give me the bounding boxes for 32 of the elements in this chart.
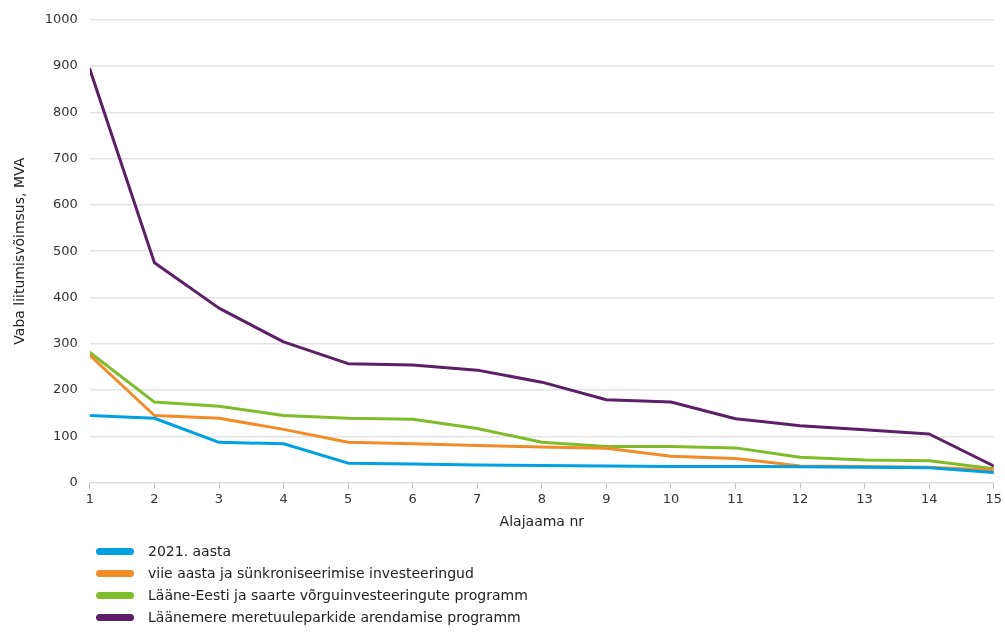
- x-tick-label: 5: [343, 490, 353, 506]
- x-tick-label: 6: [408, 490, 417, 506]
- x-tick-label: 12: [791, 490, 809, 506]
- x-tick-label: 3: [214, 490, 224, 506]
- x-tick-label: 2: [150, 490, 159, 506]
- legend-label: viie aasta ja sünkroniseerimise investeeringud: [148, 565, 474, 581]
- x-axis-title: Alajaama nr: [499, 513, 585, 530]
- y-tick-label: 0: [69, 473, 78, 489]
- x-tick-label: 9: [602, 490, 611, 506]
- x-tick-label: 10: [662, 490, 680, 506]
- y-tick-label: 400: [53, 288, 78, 304]
- x-tick-label: 11: [727, 490, 744, 506]
- x-tick-label: 14: [920, 490, 938, 506]
- x-tick-label: 8: [537, 490, 546, 506]
- x-tick-label: 4: [279, 490, 288, 506]
- y-tick-label: 500: [53, 242, 78, 258]
- legend-label: Lääne-Eesti ja saarte võrguinvesteeringute programm: [148, 587, 528, 603]
- y-axis-title: Vaba liitumisvõimsus, MVA: [11, 157, 28, 345]
- y-tick-label: 300: [53, 335, 78, 351]
- y-tick-label: 900: [53, 57, 78, 73]
- x-tick-label: 15: [985, 490, 1002, 506]
- x-tick-label: 1: [85, 490, 95, 506]
- x-tick-label: 7: [473, 490, 482, 506]
- legend-label: 2021. aasta: [148, 543, 232, 559]
- y-tick-label: 200: [53, 381, 78, 397]
- y-tick-label: 700: [53, 150, 78, 166]
- y-tick-label: 600: [53, 196, 78, 212]
- x-tick-label: 13: [856, 490, 873, 506]
- legend-label: Läänemere meretuuleparkide arendamise programm: [148, 609, 521, 625]
- y-tick-label: 100: [53, 427, 78, 443]
- y-tick-label: 800: [53, 103, 78, 119]
- y-tick-label: 1000: [44, 11, 78, 27]
